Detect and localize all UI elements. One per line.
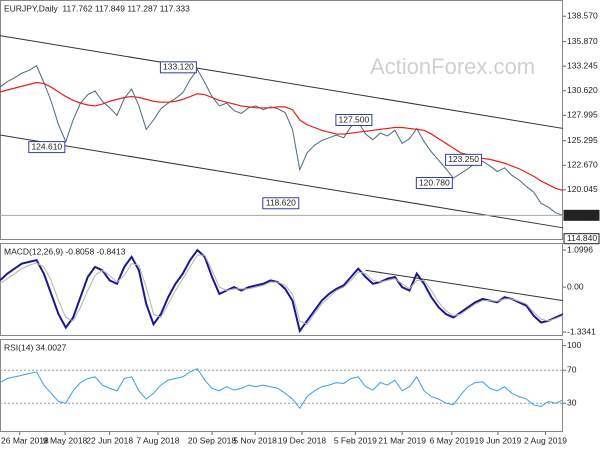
y-tick-label: 130.620 <box>567 85 598 95</box>
y-tick-label: 100 <box>567 340 581 350</box>
y-tick-label: 135.870 <box>567 36 598 46</box>
annotation-label: 127.500 <box>339 114 370 124</box>
panel-title: MACD(12,26,9) -0.8058 -0.8413 <box>4 246 126 256</box>
series-line <box>0 64 564 216</box>
y-tick-label: 133.245 <box>567 60 598 70</box>
annotation-label: 123.250 <box>448 154 479 164</box>
trend-line <box>0 35 564 129</box>
annotation-label: 124.610 <box>31 141 62 151</box>
x-tick-label: 6 May 2019 <box>430 435 475 445</box>
series-line <box>0 254 564 325</box>
y-tick-label: 70 <box>567 365 577 375</box>
x-tick-label: 19 Dec 2018 <box>278 435 326 445</box>
series-line <box>0 367 564 409</box>
y-tick-label: 138.570 <box>567 10 598 20</box>
price-marker-label: 114.840 <box>567 233 597 243</box>
price-marker-label: 117.333 <box>567 210 597 220</box>
x-tick-label: 9 May 2018 <box>43 435 88 445</box>
x-tick-label: 22 Jun 2018 <box>86 435 133 445</box>
panel-border <box>0 243 563 336</box>
price-marker <box>563 209 600 221</box>
annotation-label: 118.620 <box>266 198 296 208</box>
trend-line <box>365 269 564 302</box>
panel-title: EURJPY,Daily 117.762 117.849 117.287 117… <box>4 3 190 13</box>
x-tick-label: 7 Aug 2018 <box>136 435 179 445</box>
y-tick-label: 127.995 <box>567 110 598 120</box>
x-tick-label: 5 Nov 2018 <box>233 435 277 445</box>
x-tick-label: 2 Aug 2019 <box>524 435 567 445</box>
panel-title: RSI(14) 34.0027 <box>4 342 67 352</box>
annotation-box <box>159 61 197 74</box>
trend-line <box>0 134 564 229</box>
y-tick-label: 30 <box>567 397 577 407</box>
y-tick-label: 1.0996 <box>567 244 593 254</box>
annotation-box <box>335 114 373 126</box>
y-tick-label: 120.045 <box>567 184 598 194</box>
y-tick-label: 125.295 <box>567 135 598 145</box>
annotation-box <box>28 141 66 154</box>
annotation-box <box>445 153 483 166</box>
panel-border <box>0 339 563 432</box>
y-tick-label: -1.3341 <box>567 326 596 336</box>
annotation-label: 133.120 <box>163 62 194 72</box>
x-tick-label: 5 Feb 2019 <box>334 435 377 445</box>
annotation-label: 120.780 <box>419 177 450 187</box>
y-tick-label: 122.670 <box>567 160 598 170</box>
watermark: ActionForex.com <box>370 54 535 79</box>
x-tick-label: 26 Mar 2018 <box>1 435 49 445</box>
price-marker <box>563 233 600 245</box>
series-line <box>0 248 564 334</box>
annotation-box <box>415 177 453 189</box>
y-tick-label: 0.00 <box>567 281 584 291</box>
x-tick-label: 19 Jun 2019 <box>475 435 522 445</box>
x-tick-label: 21 Mar 2019 <box>378 435 426 445</box>
panel-border <box>0 0 563 240</box>
annotation-box <box>262 197 300 210</box>
x-tick-label: 20 Sep 2018 <box>188 435 236 445</box>
